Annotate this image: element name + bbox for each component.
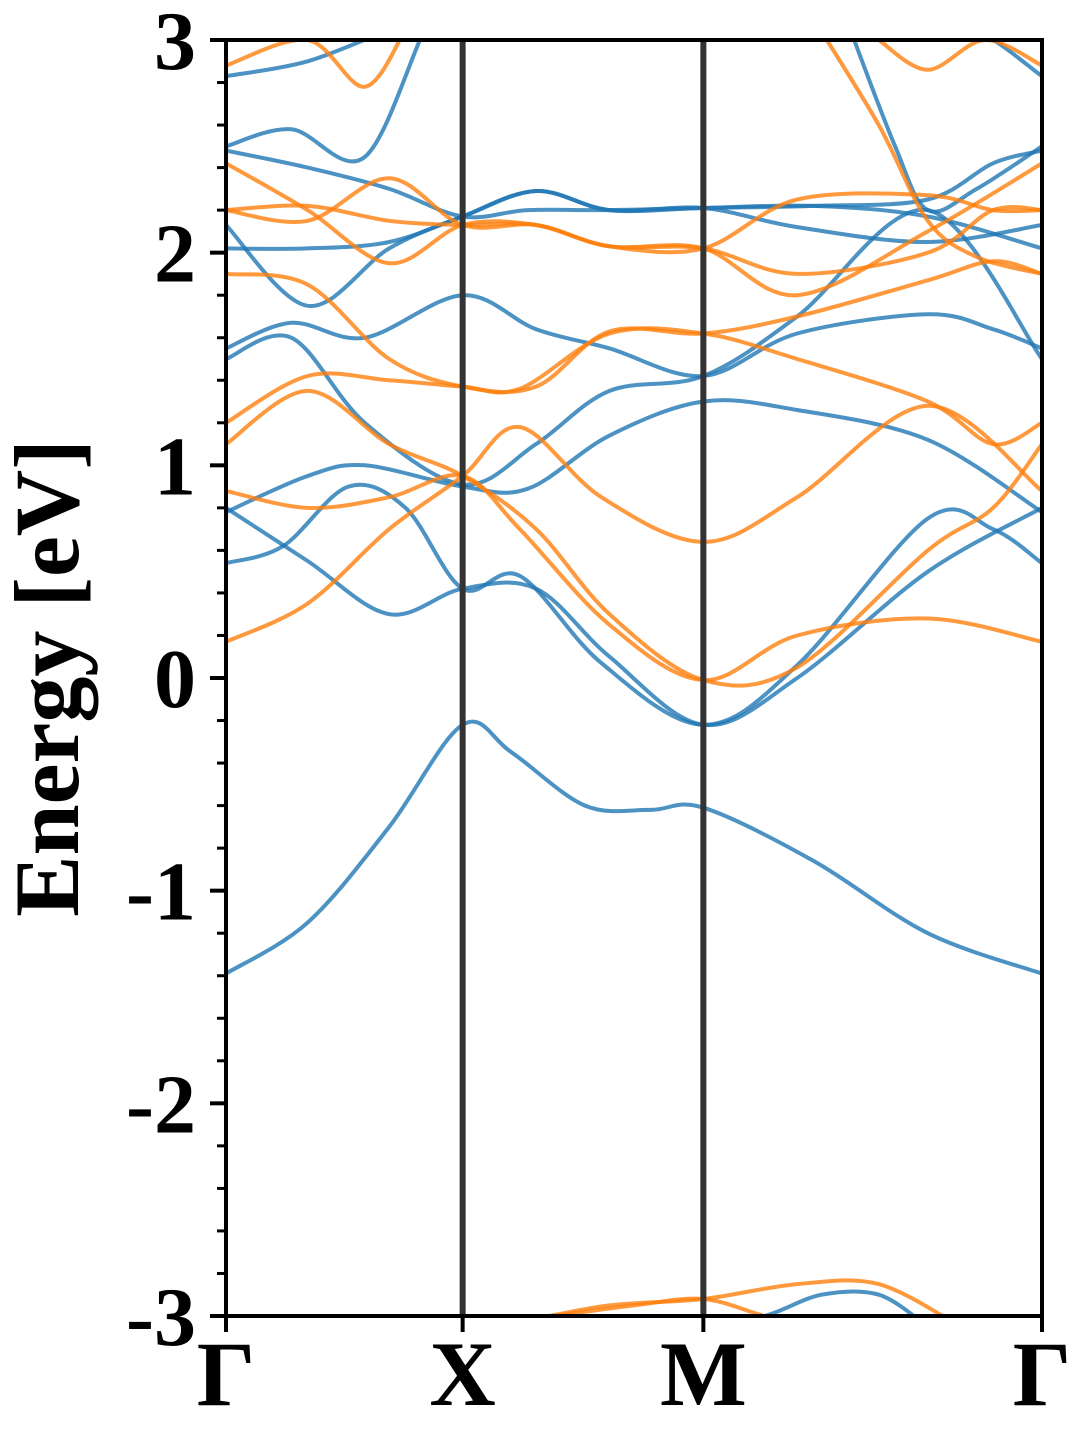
band-line-s0-b8 <box>226 148 1042 220</box>
bands-layer <box>226 40 1042 1316</box>
band-line-s1-b2 <box>226 388 1042 688</box>
band-line-s1-b1 <box>226 473 1042 683</box>
y-tick-label: 1 <box>154 420 196 513</box>
band-line-s0-b7 <box>226 188 1042 251</box>
band-line-s0-b3 <box>226 398 1042 515</box>
y-tick-label: -2 <box>126 1058 196 1151</box>
band-line-s0-b11 <box>852 40 1042 214</box>
band-line-s1-b9 <box>824 40 1042 276</box>
x-tick-label: M <box>660 1323 747 1425</box>
band-line-s0-b5 <box>226 293 1042 379</box>
band-line-s0-b1 <box>226 482 1042 727</box>
y-tick-label: 2 <box>154 208 196 301</box>
band-line-s1-b11 <box>449 1278 947 1316</box>
y-tick-label: -3 <box>126 1271 196 1364</box>
band-line-s0-b10 <box>226 40 370 79</box>
y-tick-label: 3 <box>154 0 196 88</box>
band-line-s1-b12 <box>535 1296 774 1316</box>
x-tick-label: Γ <box>197 1323 256 1425</box>
band-line-s1-b8 <box>226 40 402 89</box>
y-tick-label: -1 <box>126 846 196 939</box>
band-line-s0-b13 <box>756 1289 918 1316</box>
band-line-s0-b0 <box>226 719 1042 976</box>
x-tick-label: Γ <box>1013 1323 1072 1425</box>
band-line-s1-b0 <box>226 403 1042 644</box>
band-line-s0-b2 <box>226 505 1042 728</box>
band-line-s1-b10 <box>876 40 1042 72</box>
y-axis: 3 2 1 0 -1 -2 -3 <box>126 0 226 1364</box>
band-line-s0-b12 <box>925 40 1042 79</box>
x-tick-label: X <box>429 1323 495 1425</box>
y-axis-label: Energy [eV] <box>0 439 98 917</box>
band-line-s1-b3 <box>226 326 1042 447</box>
band-line-s1-b7 <box>226 161 1042 298</box>
band-line-s1-b4 <box>226 259 1042 394</box>
band-line-s0-b9 <box>226 40 423 164</box>
kpoint-lines <box>459 40 707 1316</box>
y-tick-label: 0 <box>154 633 196 726</box>
